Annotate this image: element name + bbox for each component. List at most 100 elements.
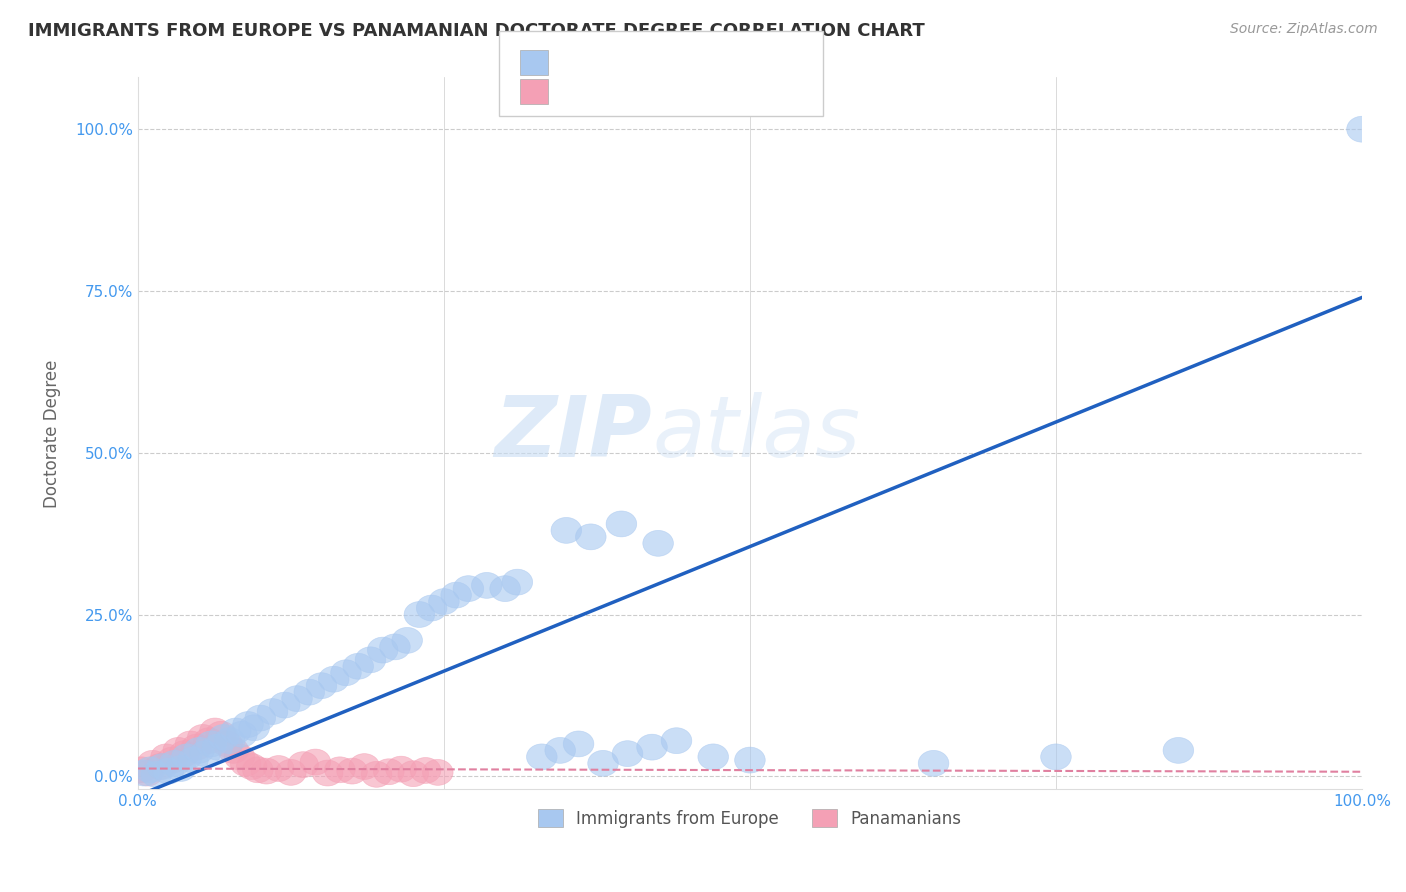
Ellipse shape — [374, 759, 404, 785]
Ellipse shape — [129, 760, 159, 786]
Ellipse shape — [526, 744, 557, 770]
Ellipse shape — [697, 744, 728, 770]
Ellipse shape — [177, 747, 208, 773]
Ellipse shape — [349, 754, 380, 780]
Ellipse shape — [181, 734, 212, 760]
Ellipse shape — [575, 524, 606, 549]
Ellipse shape — [176, 731, 205, 757]
Ellipse shape — [411, 757, 441, 783]
Ellipse shape — [263, 756, 294, 781]
Ellipse shape — [153, 758, 184, 784]
Ellipse shape — [270, 692, 299, 718]
Ellipse shape — [157, 747, 187, 773]
Ellipse shape — [489, 575, 520, 601]
Ellipse shape — [200, 718, 231, 744]
Ellipse shape — [325, 757, 356, 783]
Ellipse shape — [233, 712, 263, 738]
Ellipse shape — [307, 673, 337, 698]
Ellipse shape — [1040, 744, 1071, 770]
Y-axis label: Doctorate Degree: Doctorate Degree — [44, 359, 60, 508]
Ellipse shape — [184, 738, 214, 764]
Ellipse shape — [169, 740, 200, 766]
Ellipse shape — [208, 724, 239, 750]
Ellipse shape — [276, 759, 307, 785]
Ellipse shape — [224, 744, 254, 770]
Ellipse shape — [245, 705, 276, 731]
Ellipse shape — [190, 740, 221, 766]
Ellipse shape — [318, 666, 349, 692]
Ellipse shape — [404, 601, 434, 627]
Ellipse shape — [471, 573, 502, 599]
Ellipse shape — [231, 750, 262, 776]
Ellipse shape — [294, 679, 325, 705]
Ellipse shape — [257, 698, 288, 724]
Ellipse shape — [661, 728, 692, 754]
Text: R = 0.790   N = 57: R = 0.790 N = 57 — [557, 52, 714, 70]
Ellipse shape — [135, 757, 166, 783]
Ellipse shape — [441, 582, 471, 608]
Ellipse shape — [148, 754, 177, 780]
Ellipse shape — [356, 647, 385, 673]
Ellipse shape — [453, 575, 484, 601]
Ellipse shape — [502, 569, 533, 595]
Ellipse shape — [159, 750, 190, 776]
Ellipse shape — [312, 760, 343, 786]
Ellipse shape — [226, 722, 257, 747]
Ellipse shape — [281, 686, 312, 712]
Ellipse shape — [221, 718, 252, 744]
Ellipse shape — [398, 761, 429, 787]
Ellipse shape — [236, 754, 267, 780]
Ellipse shape — [138, 750, 167, 776]
Ellipse shape — [239, 714, 270, 740]
Ellipse shape — [734, 747, 765, 773]
Ellipse shape — [429, 589, 460, 615]
Ellipse shape — [163, 738, 194, 764]
Ellipse shape — [172, 744, 202, 770]
Text: R = 0.020   N = 35: R = 0.020 N = 35 — [557, 74, 714, 92]
Text: IMMIGRANTS FROM EUROPE VS PANAMANIAN DOCTORATE DEGREE CORRELATION CHART: IMMIGRANTS FROM EUROPE VS PANAMANIAN DOC… — [28, 22, 925, 40]
Text: ZIP: ZIP — [495, 392, 652, 475]
Ellipse shape — [150, 744, 181, 770]
Ellipse shape — [343, 653, 374, 679]
Ellipse shape — [416, 595, 447, 621]
Ellipse shape — [141, 762, 172, 788]
Ellipse shape — [564, 731, 593, 757]
Ellipse shape — [202, 734, 233, 760]
Ellipse shape — [606, 511, 637, 537]
Ellipse shape — [643, 531, 673, 557]
Text: atlas: atlas — [652, 392, 860, 475]
Ellipse shape — [367, 637, 398, 663]
Ellipse shape — [187, 724, 218, 750]
Ellipse shape — [145, 754, 176, 780]
Ellipse shape — [637, 734, 668, 760]
Ellipse shape — [1163, 738, 1194, 764]
Ellipse shape — [385, 756, 416, 782]
Ellipse shape — [588, 750, 619, 776]
Ellipse shape — [194, 728, 224, 754]
Legend: Immigrants from Europe, Panamanians: Immigrants from Europe, Panamanians — [531, 803, 969, 834]
Ellipse shape — [132, 760, 163, 786]
Ellipse shape — [1347, 116, 1378, 142]
Ellipse shape — [918, 750, 949, 776]
Ellipse shape — [546, 738, 575, 764]
Ellipse shape — [361, 762, 392, 788]
Ellipse shape — [212, 731, 242, 757]
Ellipse shape — [330, 660, 361, 686]
Ellipse shape — [127, 757, 157, 783]
Ellipse shape — [218, 738, 249, 764]
Ellipse shape — [392, 627, 422, 653]
Ellipse shape — [380, 634, 411, 660]
Ellipse shape — [252, 758, 281, 784]
Ellipse shape — [299, 749, 330, 775]
Ellipse shape — [612, 740, 643, 766]
Ellipse shape — [205, 722, 236, 747]
Ellipse shape — [242, 757, 273, 783]
Ellipse shape — [214, 728, 245, 754]
Ellipse shape — [551, 517, 582, 543]
Ellipse shape — [195, 731, 226, 757]
Ellipse shape — [288, 752, 318, 778]
Ellipse shape — [166, 756, 195, 781]
Ellipse shape — [337, 758, 367, 784]
Text: Source: ZipAtlas.com: Source: ZipAtlas.com — [1230, 22, 1378, 37]
Ellipse shape — [422, 759, 453, 785]
